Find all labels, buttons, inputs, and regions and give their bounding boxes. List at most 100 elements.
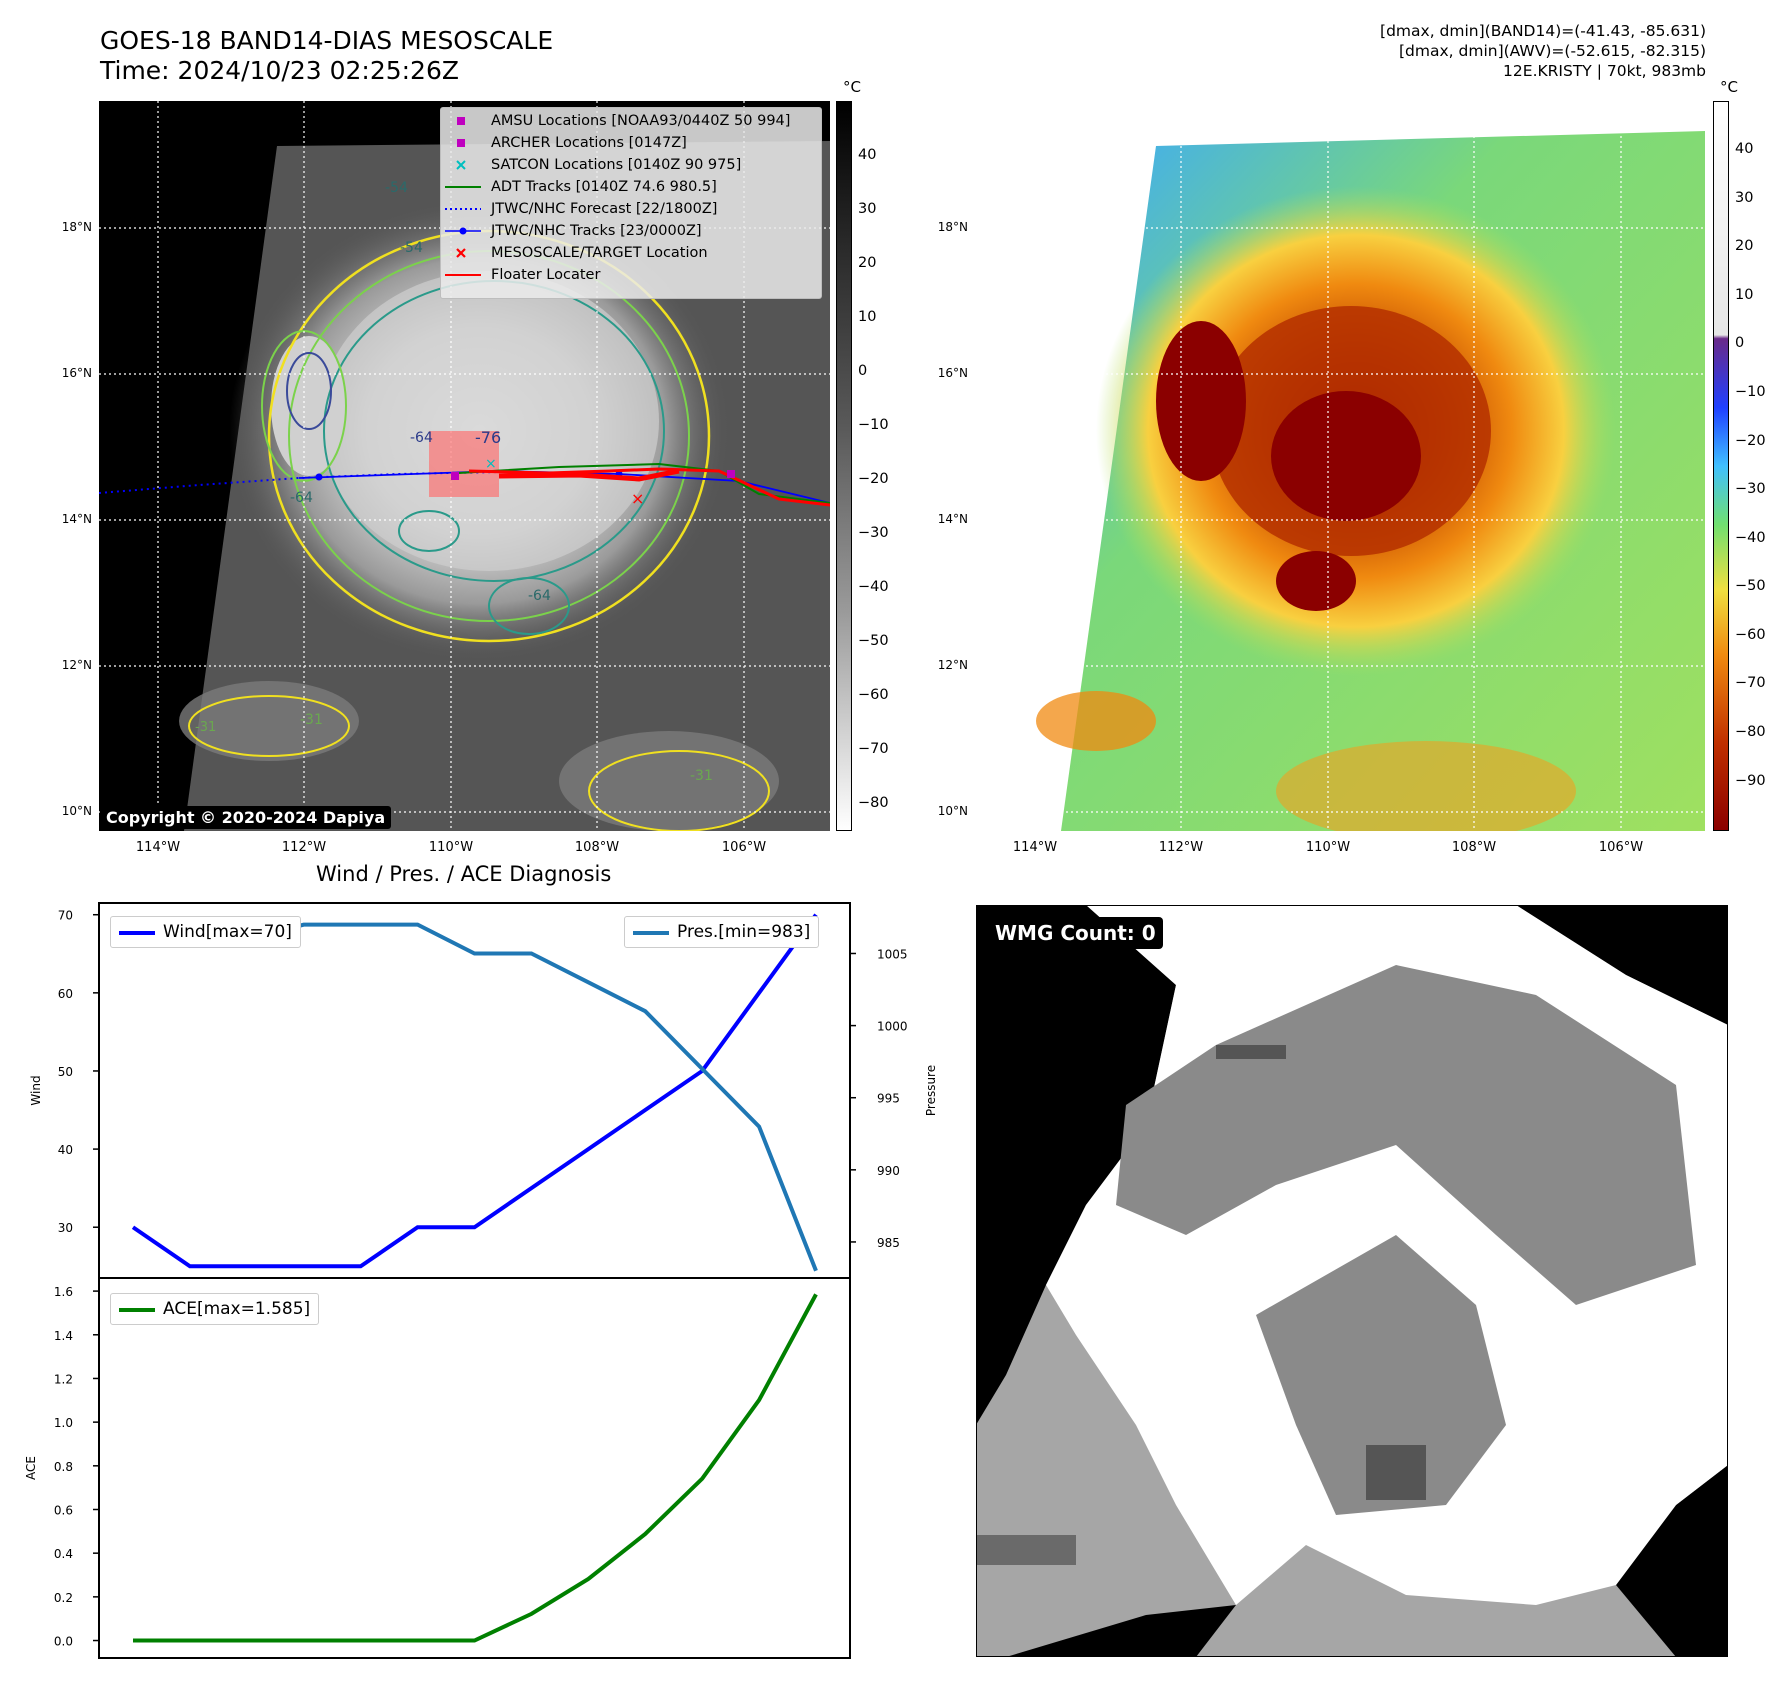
contour-label: -64	[410, 430, 433, 446]
awv-colorbar-tick: 10	[1735, 287, 1754, 303]
ace-ytick-label: 0.2	[54, 1591, 73, 1605]
wmg-region-gray	[1256, 1235, 1506, 1515]
lon-label: 108°W	[574, 840, 620, 855]
contour-navy	[286, 352, 332, 430]
wind-pressure-axes-frame	[98, 902, 851, 1279]
contour-yellow	[588, 750, 770, 831]
awv-colorbar-tick: −90	[1735, 773, 1766, 789]
awv-colorbar-tick: −20	[1735, 433, 1766, 449]
lon-label: 110°W	[1305, 840, 1351, 855]
contour-label: -64	[290, 490, 313, 506]
contour-teal	[398, 510, 460, 552]
wmg-region-black	[1616, 1465, 1728, 1657]
ir-colorbar-tick: 40	[858, 147, 877, 163]
lat-label: 18°N	[937, 220, 968, 234]
legend-item-adt: ADT Tracks [0140Z 74.6 980.5]	[445, 179, 717, 195]
ir-colorbar-tick: 20	[858, 255, 877, 271]
wmg-region-black	[976, 905, 1176, 1425]
lon-label: 114°W	[1012, 840, 1058, 855]
ir-colorbar-tick: −10	[858, 417, 889, 433]
legend-item-amsu: AMSU Locations [NOAA93/0440Z 50 994]	[441, 110, 821, 132]
legend-item-mesoscale-target: MESOSCALE/TARGET Location	[441, 242, 821, 264]
awv-colorbar-tick: −40	[1735, 530, 1766, 546]
wind-ytick-label: 50	[58, 1065, 73, 1079]
lon-label: 106°W	[1598, 840, 1644, 855]
contour-label: -76	[475, 428, 502, 447]
awv-colorbar-tick: −10	[1735, 384, 1766, 400]
ir-colorbar-tick: −60	[858, 687, 889, 703]
ace-ytick-label: 0.6	[54, 1503, 73, 1517]
ir-colorbar-tick: −20	[858, 471, 889, 487]
ir-colorbar-tick: 30	[858, 201, 877, 217]
legend-item-jtwc-tracks: JTWC/NHC Tracks [23/0000Z]	[441, 220, 821, 242]
ace-ytick-label: 0.0	[54, 1635, 73, 1649]
awv-colorbar-tick: 20	[1735, 238, 1754, 254]
target-marker: ×	[631, 489, 644, 508]
awv-colorbar-tick: 30	[1735, 190, 1754, 206]
awv-storm-eye-region	[1271, 391, 1421, 521]
legend-item-satcon: SATCON Locations [0140Z 90 975]	[441, 154, 821, 176]
info-band14: [dmax, dmin](BAND14)=(-41.43, -85.631)	[1380, 22, 1706, 40]
contour-teal	[488, 577, 570, 635]
ir-colorbar-tick: 10	[858, 309, 877, 325]
jtwc-forecast-track	[99, 471, 500, 494]
ir-colorbar-tick: −50	[858, 633, 889, 649]
ir-colorbar-tick: −40	[858, 579, 889, 595]
awv-map-panel[interactable]	[976, 101, 1705, 831]
wmg-region-black	[1006, 1605, 1236, 1657]
awv-cloud-patch	[1036, 691, 1156, 751]
floater-track-dense	[498, 468, 680, 482]
wmg-panel[interactable]	[976, 905, 1728, 1657]
ace-axis-label: ACE	[24, 1456, 38, 1480]
contour-label: -64	[528, 588, 551, 604]
awv-colorbar-tick: 0	[1735, 335, 1745, 351]
wmg-region-dark	[976, 1535, 1076, 1565]
legend-item-archer: ARCHER Locations [0147Z]	[441, 132, 821, 154]
legend-item-floater: Floater Locater	[445, 267, 601, 283]
copyright-label: Copyright © 2020-2024 Dapiya	[100, 806, 392, 829]
legend-item-jtwc-forecast: JTWC/NHC Forecast [22/1800Z]	[445, 201, 718, 217]
awv-outer-band	[1156, 321, 1246, 481]
ir-colorbar-tick: 0	[858, 363, 868, 379]
contour-label: -31	[690, 768, 713, 784]
awv-colorbar-tick: −50	[1735, 578, 1766, 594]
wind-axis-label: Wind	[29, 1075, 43, 1105]
ace-ytick-label: 1.6	[54, 1285, 73, 1299]
diagnosis-chart-title: Wind / Pres. / ACE Diagnosis	[316, 862, 612, 886]
wind-ytick-label: 40	[58, 1143, 73, 1157]
wmg-region-dark	[1216, 1045, 1286, 1059]
ace-ytick-label: 0.8	[54, 1460, 73, 1474]
pressure-axis-label: Pressure	[924, 1065, 938, 1116]
pressure-ytick-label: 1000	[877, 1020, 908, 1034]
ace-legend: ACE[max=1.585]	[110, 1293, 320, 1325]
mesoscale-target-box	[429, 431, 499, 497]
wmg-region-black	[1516, 905, 1728, 1025]
ace-ytick-label: 0.4	[54, 1547, 73, 1561]
pressure-legend: Pres.[min=983]	[624, 916, 820, 948]
ir-colorbar-unit: °C	[843, 78, 861, 96]
ir-colorbar-tick: −80	[858, 795, 889, 811]
awv-colorbar-tick: −30	[1735, 481, 1766, 497]
wind-ytick-label: 70	[58, 909, 73, 923]
wind-legend: Wind[max=70]	[110, 916, 301, 948]
contour-label: -31	[300, 712, 323, 728]
lon-label: 114°W	[135, 840, 181, 855]
wind-ytick-label: 30	[58, 1221, 73, 1235]
ace-axes-frame	[98, 1277, 851, 1659]
contour-label: -31	[195, 720, 217, 735]
awv-colorbar-tick: −80	[1735, 724, 1766, 740]
awv-colorbar-tick: −70	[1735, 675, 1766, 691]
lat-label: 10°N	[937, 804, 968, 818]
info-storm: 12E.KRISTY | 70kt, 983mb	[1503, 62, 1706, 80]
awv-cold-cluster	[1276, 551, 1356, 611]
lat-label: 12°N	[61, 658, 92, 672]
ir-colorbar	[836, 101, 852, 831]
awv-colorbar	[1713, 101, 1729, 831]
lon-label: 112°W	[281, 840, 327, 855]
wmg-count-label: WMG Count: 0	[988, 917, 1163, 949]
jtwc-track-point	[315, 473, 323, 481]
diagnosis-chart[interactable]: 30 40 50 60 70 985 990 995 1000 1005 0.0 0.2 0.4 0.6 0…	[0, 890, 960, 1680]
ir-colorbar-tick: −30	[858, 525, 889, 541]
ace-ytick-label: 1.2	[54, 1372, 73, 1386]
ace-series-line	[133, 1293, 818, 1643]
